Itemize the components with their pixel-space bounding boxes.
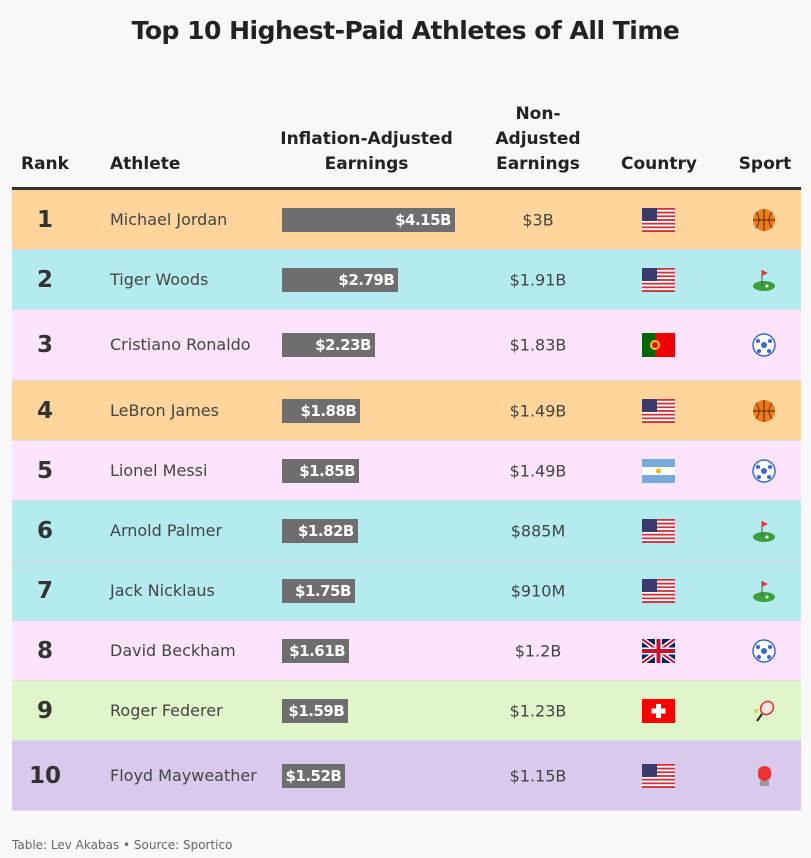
header-inflation: Inflation-Adjusted Earnings [280, 129, 453, 174]
earnings-bar: $1.85B [282, 458, 360, 483]
non-adjusted-earnings: $1.91B [509, 270, 567, 289]
non-adjusted-earnings: $1.23B [509, 701, 567, 720]
boxing-icon [752, 764, 776, 788]
flag-us-icon [642, 518, 675, 545]
header-nonadj: Non-Adjusted Earnings [495, 104, 581, 174]
table-row: 3 Cristiano Ronaldo $2.23B $1.83B [12, 310, 801, 381]
soccer-icon [752, 333, 776, 357]
athlete-name: Roger Federer [110, 700, 223, 720]
earnings-bar: $1.75B [282, 578, 355, 603]
flag-ar-icon [642, 458, 675, 483]
rank-cell: 9 [36, 697, 53, 724]
table-header: Rank Athlete Inflation-Adjusted Earnings… [12, 100, 801, 190]
soccer-icon [752, 638, 776, 663]
table-row: 5 Lionel Messi $1.85B $1.49B [12, 441, 801, 501]
rank-cell: 10 [28, 762, 61, 789]
soccer-icon [752, 458, 776, 483]
basketball-icon [752, 208, 776, 232]
table-row: 10 Floyd Mayweather $1.52B $1.15B [12, 741, 801, 811]
table-row: 2 Tiger Woods $2.79B $1.91B [12, 250, 801, 310]
header-country: Country [621, 154, 697, 174]
flag-gb-icon [640, 636, 677, 665]
non-adjusted-earnings: $1.49B [509, 461, 567, 480]
footer-credit: Table: Lev Akabas • Source: Sportico [12, 838, 233, 852]
athlete-name: Jack Nicklaus [110, 580, 215, 600]
header-sport: Sport [738, 154, 792, 174]
header-rank: Rank [21, 154, 69, 174]
chart-title: Top 10 Highest-Paid Athletes of All Time [131, 16, 680, 45]
earnings-bar: $2.23B [282, 333, 375, 357]
rank-cell: 1 [36, 206, 53, 233]
athlete-name: LeBron James [110, 400, 219, 420]
non-adjusted-earnings: $1.15B [509, 766, 567, 785]
table-row: 1 Michael Jordan $4.15B $3B [12, 190, 801, 250]
earnings-bar: $1.59B [282, 698, 349, 723]
table-row: 8 David Beckham $1.61B $1.2B [12, 621, 801, 681]
earnings-bar: $1.82B [282, 518, 358, 543]
non-adjusted-earnings: $910M [510, 581, 566, 600]
rank-cell: 6 [36, 517, 53, 544]
rank-cell: 3 [36, 332, 53, 358]
flag-us-icon [642, 578, 675, 605]
flag-pt-icon [642, 333, 675, 357]
athlete-name: Arnold Palmer [110, 520, 223, 540]
athlete-name: Cristiano Ronaldo [110, 335, 251, 354]
golf-icon [752, 579, 776, 603]
athlete-name: David Beckham [110, 640, 236, 660]
earnings-bar: $1.61B [282, 638, 350, 663]
golf-icon [752, 268, 776, 292]
non-adjusted-earnings: $1.83B [509, 335, 567, 355]
header-athlete: Athlete [110, 154, 181, 174]
earnings-bar: $1.88B [282, 398, 361, 423]
rank-cell: 4 [36, 397, 53, 424]
tennis-icon [752, 699, 776, 723]
non-adjusted-earnings: $885M [510, 521, 566, 540]
athlete-name: Michael Jordan [110, 209, 228, 229]
table-row: 9 Roger Federer $1.59B $1.23B [12, 681, 801, 741]
rank-cell: 7 [36, 577, 53, 604]
flag-us-icon [642, 763, 675, 790]
non-adjusted-earnings: $3B [522, 210, 554, 229]
athlete-name: Floyd Mayweather [110, 765, 257, 785]
table-row: 7 Jack Nicklaus $1.75B $910M [12, 561, 801, 621]
athlete-name: Lionel Messi [110, 460, 208, 480]
rank-cell: 5 [36, 457, 53, 484]
flag-us-icon [642, 207, 675, 234]
athlete-name: Tiger Woods [110, 269, 209, 289]
earnings-bar: $4.15B [282, 207, 455, 232]
rank-cell: 2 [36, 266, 53, 293]
table-row: 6 Arnold Palmer $1.82B $885M [12, 501, 801, 561]
flag-ch-icon [642, 698, 675, 723]
rank-cell: 8 [36, 637, 53, 664]
table-row: 4 LeBron James $1.88B $1.49B [12, 381, 801, 441]
non-adjusted-earnings: $1.49B [509, 401, 567, 420]
flag-us-icon [642, 398, 675, 425]
basketball-icon [752, 399, 776, 423]
earnings-bar: $2.79B [282, 267, 399, 292]
earnings-bar: $1.52B [282, 763, 346, 788]
flag-us-icon [642, 267, 675, 294]
non-adjusted-earnings: $1.2B [514, 641, 562, 660]
golf-icon [752, 519, 776, 543]
